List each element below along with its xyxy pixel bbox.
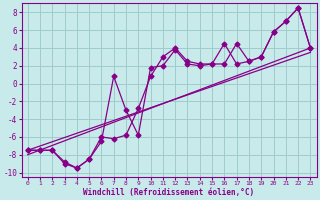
X-axis label: Windchill (Refroidissement éolien,°C): Windchill (Refroidissement éolien,°C) xyxy=(84,188,255,197)
